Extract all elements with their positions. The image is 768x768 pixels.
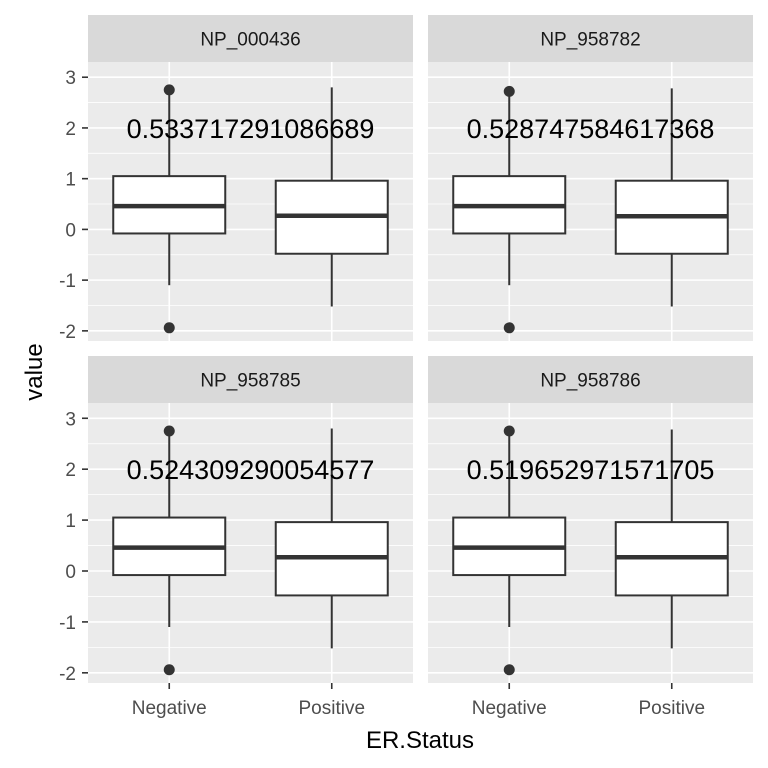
y-tick-label: 3 bbox=[65, 68, 76, 89]
box-positive bbox=[274, 428, 389, 649]
strip-background bbox=[88, 15, 413, 62]
outlier-point bbox=[163, 84, 175, 96]
facet-panels: NP_0004360.533717291086689-2-10123NP_958… bbox=[59, 15, 753, 719]
y-tick-label: -1 bbox=[59, 271, 76, 292]
x-tick-label: Positive bbox=[638, 698, 705, 719]
x-tick-label: Negative bbox=[132, 698, 207, 719]
panel-annotation: 0.524309290054577 bbox=[127, 455, 375, 485]
outlier-point bbox=[163, 322, 175, 334]
outlier-point bbox=[163, 664, 175, 676]
strip-label: NP_958786 bbox=[540, 371, 640, 392]
strip-background bbox=[428, 356, 753, 403]
box-negative bbox=[112, 425, 227, 676]
strip-label: NP_958782 bbox=[540, 30, 640, 51]
panel-annotation: 0.519652971571705 bbox=[467, 455, 715, 485]
panel-annotation: 0.533717291086689 bbox=[127, 114, 375, 144]
y-tick-label: 3 bbox=[65, 409, 76, 430]
y-axis-title: value bbox=[21, 343, 48, 400]
panel-4: NP_958786 0.519652971571705 Negative Positi… bbox=[428, 356, 753, 719]
box-negative bbox=[112, 84, 227, 334]
panel-3: NP_958785 0.524309290054577 -2 -1 0 1 2 3 Negati… bbox=[59, 356, 413, 719]
box-positive bbox=[614, 429, 729, 649]
y-tick-label: 2 bbox=[65, 119, 76, 140]
outlier-point bbox=[163, 425, 175, 437]
outlier-point bbox=[503, 664, 515, 676]
strip-background bbox=[88, 356, 413, 403]
y-tick-label: -2 bbox=[59, 322, 76, 343]
strip-label: NP_000436 bbox=[200, 30, 300, 51]
y-tick-label: -1 bbox=[59, 613, 76, 634]
y-tick-label: 0 bbox=[65, 220, 76, 241]
box-negative bbox=[452, 85, 567, 334]
y-tick-label: 2 bbox=[65, 460, 76, 481]
y-tick-label: 0 bbox=[65, 562, 76, 583]
y-tick-label: 1 bbox=[65, 511, 76, 532]
outlier-point bbox=[503, 322, 515, 334]
y-tick-label: 1 bbox=[65, 170, 76, 191]
outlier-point bbox=[503, 85, 515, 97]
x-tick-label: Positive bbox=[298, 698, 365, 719]
panel-1: NP_000436 0.533717291086689 -2 -1 0 1 2 3 bbox=[59, 15, 413, 343]
panel-2: NP_958782 0.528747584617368 bbox=[428, 15, 753, 341]
x-axis-title: ER.Status bbox=[366, 727, 474, 754]
panel-annotation: 0.528747584617368 bbox=[467, 114, 715, 144]
box-negative bbox=[452, 425, 567, 676]
outlier-point bbox=[503, 425, 515, 437]
strip-background bbox=[428, 15, 753, 62]
x-tick-label: Negative bbox=[472, 698, 547, 719]
box-positive bbox=[274, 87, 389, 307]
box-positive bbox=[614, 88, 729, 307]
y-tick-label: -2 bbox=[59, 664, 76, 685]
strip-label: NP_958785 bbox=[200, 371, 300, 392]
